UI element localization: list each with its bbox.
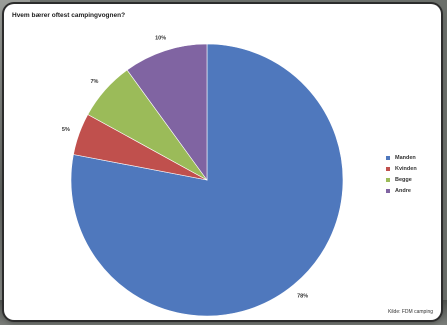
- pie-chart: 78% 5% 7% 10%: [62, 35, 344, 317]
- legend-label: Manden: [395, 154, 416, 161]
- legend-item-begge: Begge: [386, 174, 417, 185]
- pie-slice-andre: [126, 43, 208, 181]
- legend-item-kvinden: Kvinden: [386, 163, 417, 174]
- chart-title: Hvem bærer oftest campingvognen?: [12, 12, 126, 19]
- legend-item-andre: Andre: [386, 185, 417, 196]
- legend-label: Begge: [395, 176, 412, 183]
- legend-item-manden: Manden: [386, 152, 417, 163]
- data-label-begge: 7%: [91, 79, 99, 85]
- legend-label: Kvinden: [395, 165, 417, 172]
- legend-swatch: [386, 155, 390, 160]
- chart-source: Kilde: FDM camping: [387, 309, 433, 315]
- data-label-andre: 10%: [155, 35, 166, 41]
- chart-card: Hvem bærer oftest campingvognen? 78% 5% 7%…: [4, 4, 441, 320]
- legend-swatch: [386, 166, 390, 171]
- data-label-kvinden: 5%: [62, 127, 70, 133]
- legend-swatch: [386, 177, 390, 182]
- legend-label: Andre: [395, 187, 411, 194]
- chart-legend: Manden Kvinden Begge Andre: [386, 152, 417, 196]
- legend-swatch: [386, 188, 390, 193]
- data-label-manden: 78%: [297, 294, 308, 300]
